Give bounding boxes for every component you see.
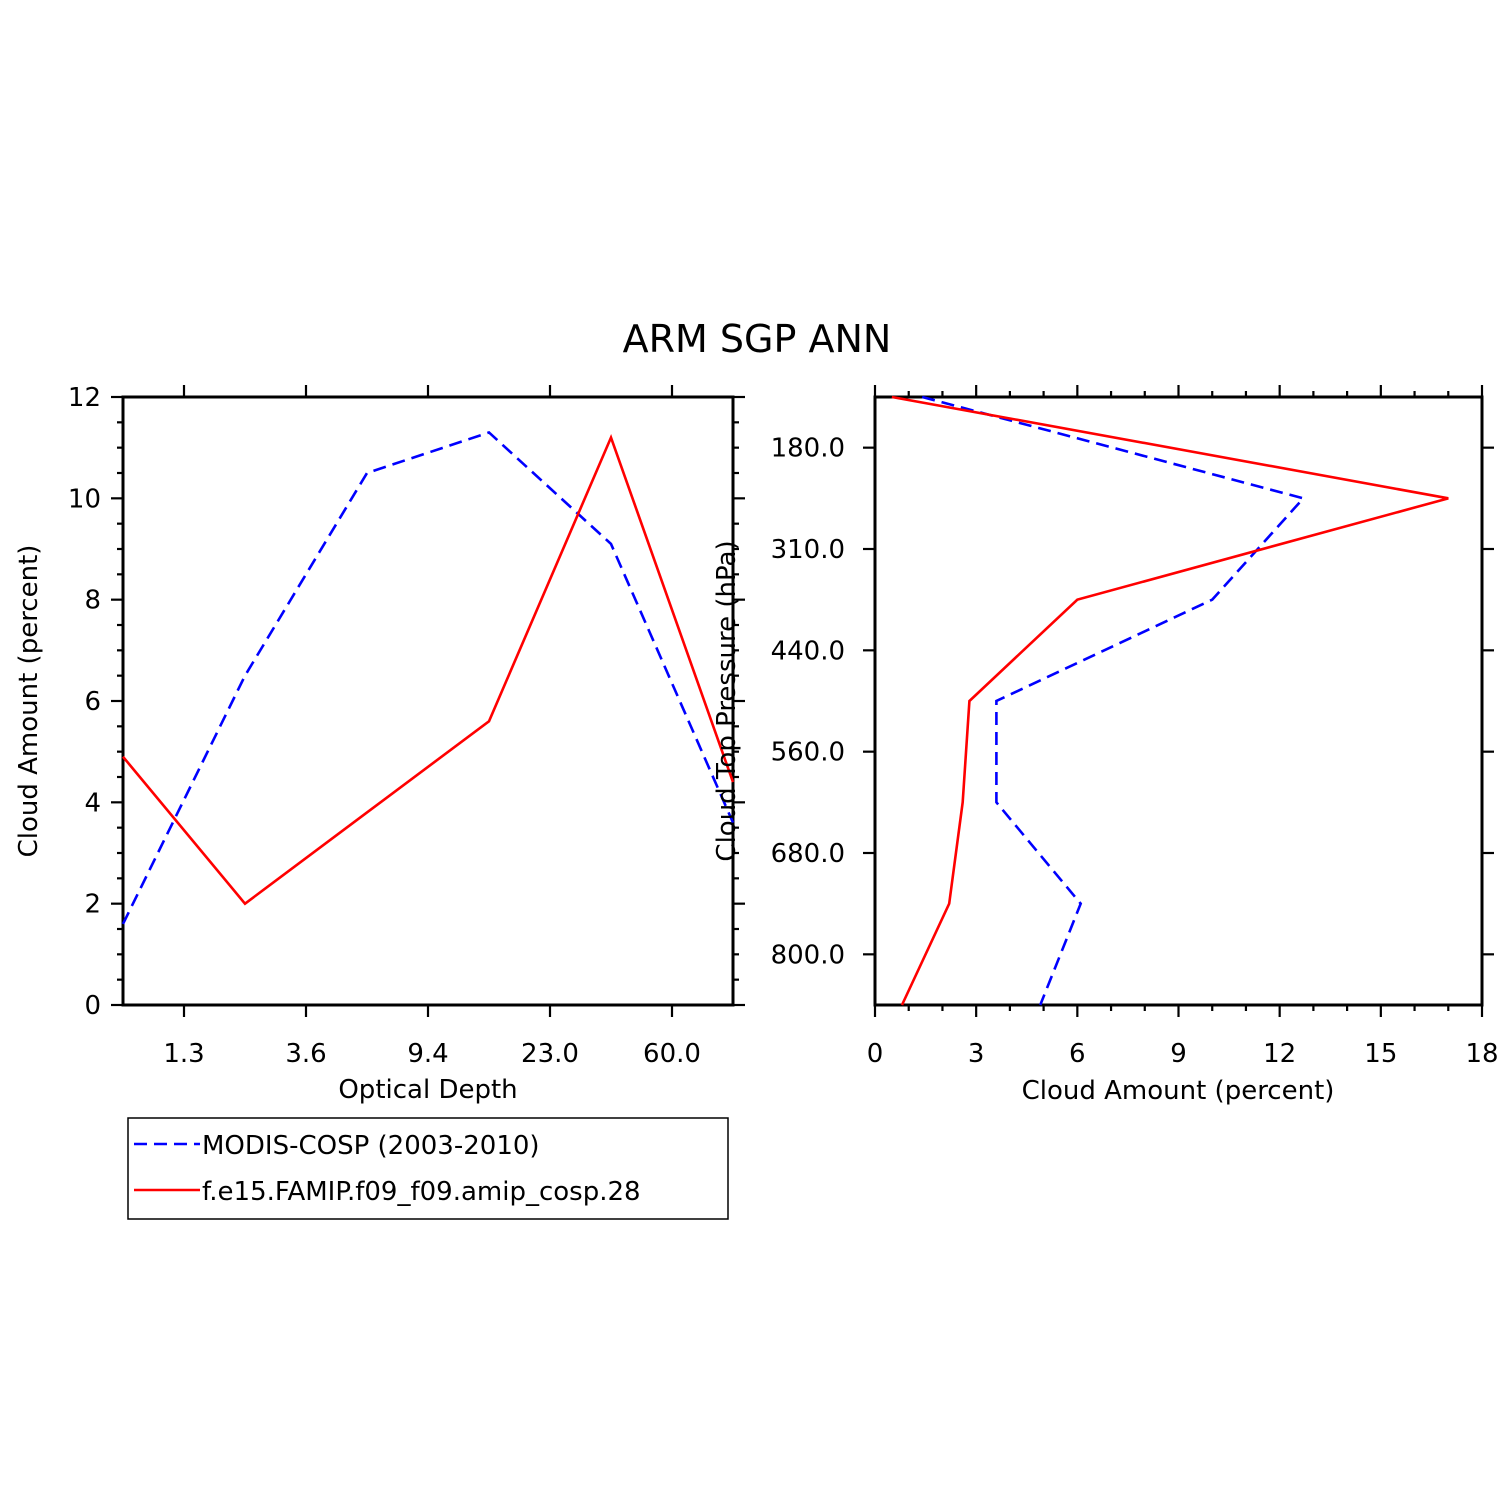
left-series-model bbox=[121, 433, 735, 906]
right-y-tick-label: 180.0 bbox=[771, 434, 845, 464]
left-y-tick-label: 12 bbox=[68, 383, 101, 413]
left-x-tick-label: 9.4 bbox=[407, 1039, 448, 1069]
legend-label-model: f.e15.FAMIP.f09_f09.amip_cosp.28 bbox=[202, 1177, 641, 1207]
right-x-tick-label: 18 bbox=[1465, 1039, 1498, 1069]
left-y-axis-label: Cloud Amount (percent) bbox=[14, 545, 44, 858]
left-x-tick-label: 60.0 bbox=[643, 1039, 701, 1069]
left-y-tick-label: 6 bbox=[84, 687, 101, 717]
right-x-tick-label: 3 bbox=[968, 1039, 985, 1069]
left-y-tick-label: 10 bbox=[68, 484, 101, 514]
right-y-tick-label: 800.0 bbox=[771, 940, 845, 970]
right-x-tick-label: 9 bbox=[1170, 1039, 1187, 1069]
left-series bbox=[121, 430, 735, 925]
right-y-tick-label: 560.0 bbox=[771, 738, 845, 768]
left-series-obs bbox=[121, 430, 735, 925]
left-y-tick-label: 4 bbox=[84, 788, 101, 818]
left-y-tick-label: 0 bbox=[84, 991, 101, 1021]
right-x-axis-label: Cloud Amount (percent) bbox=[1022, 1076, 1335, 1106]
legend-label-obs: MODIS-COSP (2003-2010) bbox=[202, 1131, 540, 1161]
left-x-tick-label: 3.6 bbox=[285, 1039, 326, 1069]
right-y-tick-label: 680.0 bbox=[771, 839, 845, 869]
left-ticks: 0 2 4 6 8 10 12 1.3 3.6 9.4 23.0 60.0 bbox=[68, 383, 745, 1069]
right-x-tick-label: 15 bbox=[1364, 1039, 1397, 1069]
left-x-axis-label: Optical Depth bbox=[338, 1075, 517, 1105]
right-x-tick-label: 12 bbox=[1263, 1039, 1296, 1069]
right-ticks: 0 3 6 9 12 15 18 180.0 310.0 440.0 560.0 680.0 800.0 bbox=[771, 385, 1499, 1069]
chart-title: ARM SGP ANN bbox=[623, 317, 892, 361]
left-plot-frame bbox=[121, 395, 735, 1007]
legend: MODIS-COSP (2003-2010) f.e15.FAMIP.f09_f… bbox=[127, 1117, 729, 1220]
right-series bbox=[891, 395, 1449, 1006]
left-x-tick-label: 1.3 bbox=[163, 1039, 204, 1069]
pressure-panel: 0 3 6 9 12 15 18 180.0 310.0 440.0 560.0 680.0 800.0… bbox=[712, 385, 1499, 1106]
right-y-tick-label: 310.0 bbox=[771, 535, 845, 565]
legend-box bbox=[127, 1117, 729, 1220]
left-y-tick-label: 2 bbox=[84, 890, 101, 920]
left-y-tick-label: 8 bbox=[84, 586, 101, 616]
right-x-tick-label: 6 bbox=[1069, 1039, 1086, 1069]
right-y-tick-label: 440.0 bbox=[771, 636, 845, 666]
optical-depth-panel: 0 2 4 6 8 10 12 1.3 3.6 9.4 23.0 60.0 Optical Depth… bbox=[14, 383, 745, 1105]
right-y-axis-label: Cloud Top Pressure (hPa) bbox=[712, 540, 742, 861]
right-x-tick-label: 0 bbox=[867, 1039, 884, 1069]
right-series-obs bbox=[921, 395, 1306, 1006]
right-series-model bbox=[891, 395, 1449, 1006]
left-x-tick-label: 23.0 bbox=[521, 1039, 579, 1069]
